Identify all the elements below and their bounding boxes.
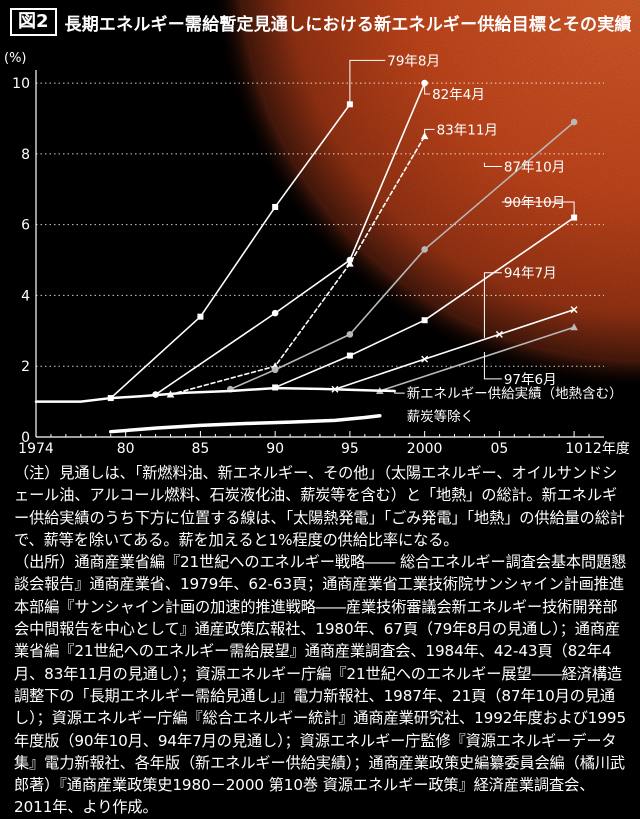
data-point xyxy=(570,118,578,126)
series-line xyxy=(34,386,396,403)
sun-background xyxy=(211,0,640,390)
data-point xyxy=(346,352,353,359)
x-tick-label: 2000 xyxy=(407,441,443,457)
series-7 xyxy=(34,386,396,403)
series xyxy=(34,79,578,434)
leader-line xyxy=(483,352,502,380)
series-label: 90年10月 xyxy=(504,195,565,211)
x-axis-unit: 12年度 xyxy=(584,441,630,457)
data-point xyxy=(421,317,428,324)
leader-line xyxy=(424,128,435,137)
series-label: 82年4月 xyxy=(432,87,485,103)
source-text: （出所）通商産業省編『21世紀へのエネルギー戦略―― 総合エネルギー調査会基本問… xyxy=(14,553,627,817)
series-label: 97年6月 xyxy=(504,372,557,388)
series-label: 薪炭等除く xyxy=(407,408,475,425)
series-line xyxy=(169,135,426,396)
y-tick-label: 10 xyxy=(12,76,30,92)
y-tick-label: 0 xyxy=(21,430,30,446)
x-tick-label: 1974 xyxy=(18,441,54,457)
notes: （注）見通しは、「新燃料油、新エネルギー、その他」（太陽エネルギー、オイルサンド… xyxy=(14,462,628,819)
series-label: 94年7月 xyxy=(504,266,557,282)
note-text: （注）見通しは、「新燃料油、新エネルギー、その他」（太陽エネルギー、オイルサンド… xyxy=(14,464,625,549)
series-label: 87年10月 xyxy=(504,160,565,176)
data-point xyxy=(346,331,354,338)
leader-line xyxy=(394,390,405,394)
x-tick-label: 10 xyxy=(565,441,583,457)
leader-line xyxy=(501,201,575,218)
series-label: 79年8月 xyxy=(387,53,440,69)
x-tick-label: 80 xyxy=(117,441,135,457)
x-tick-label: 95 xyxy=(341,441,359,457)
series-label: 83年11月 xyxy=(437,122,498,138)
y-axis-unit: (%) xyxy=(4,51,27,66)
y-tick-label: 6 xyxy=(21,218,30,234)
series-label: 新エネルギー供給実績（地熱含む） xyxy=(407,386,623,402)
data-point xyxy=(570,306,578,314)
header: 図2 長期エネルギー需給暫定見通しにおける新エネルギー供給目標とその実績 xyxy=(0,0,640,44)
series-line xyxy=(109,103,351,399)
x-tick-label: 90 xyxy=(266,441,284,457)
data-point xyxy=(421,355,429,363)
chart-title: 長期エネルギー需給暫定見通しにおける新エネルギー供給目標とその実績 xyxy=(64,14,632,35)
x-tick-label: 85 xyxy=(192,441,210,457)
series-8 xyxy=(108,414,382,434)
data-point xyxy=(570,323,578,331)
data-point xyxy=(346,259,354,267)
leader-line xyxy=(483,272,502,338)
y-tick-label: 4 xyxy=(21,288,30,304)
data-point xyxy=(272,203,279,210)
leader-line xyxy=(424,83,431,95)
y-tick-label: 2 xyxy=(21,359,30,375)
series-line xyxy=(334,308,575,391)
data-point xyxy=(271,366,279,374)
figure-label: 図2 xyxy=(10,8,57,36)
series-line xyxy=(378,326,575,392)
leader-line xyxy=(483,162,502,168)
data-point xyxy=(495,330,503,338)
leader-line xyxy=(349,59,386,105)
series-line xyxy=(154,82,426,396)
series-labels: 79年8月 82年4月 83年11月 87年10月 90年10月 94年7月 97年6月新エ… xyxy=(349,53,623,425)
series-line xyxy=(274,216,575,389)
data-point xyxy=(271,309,279,317)
data-point xyxy=(197,313,204,320)
data-point xyxy=(421,246,428,253)
series-line xyxy=(108,414,382,434)
y-tick-label: 8 xyxy=(21,147,30,163)
x-tick-label: 05 xyxy=(490,441,508,457)
grid xyxy=(36,82,604,367)
